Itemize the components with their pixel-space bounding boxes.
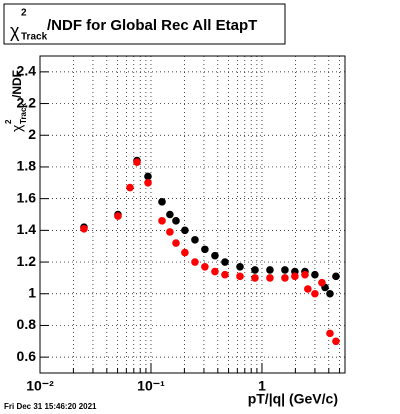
marker (201, 245, 209, 254)
title-sub: Track (21, 32, 48, 43)
marker (144, 179, 152, 187)
marker (211, 251, 219, 260)
y-tick-label: 0.8 (17, 316, 37, 332)
marker (311, 270, 319, 279)
marker (114, 212, 122, 220)
marker (211, 267, 219, 276)
x-axis-label: pT/|q| (GeV/c) (248, 391, 338, 407)
marker (311, 289, 319, 298)
y-tick-label: 2.4 (17, 63, 37, 79)
marker (144, 172, 152, 181)
marker (251, 266, 259, 274)
marker (326, 329, 334, 338)
marker (291, 272, 299, 281)
x-tick-label: 1 (258, 378, 266, 394)
marker (304, 285, 312, 293)
marker (126, 183, 134, 192)
marker (236, 272, 244, 281)
marker (221, 270, 229, 279)
ylabel-sub: Track (19, 103, 28, 124)
marker (332, 272, 340, 281)
marker (318, 278, 326, 287)
y-tick-label: 1.6 (17, 189, 37, 205)
frame (39, 55, 346, 374)
marker (301, 270, 309, 279)
marker (201, 263, 209, 271)
marker (166, 210, 174, 219)
plot-area: 0.6 0.8 1 1.2 1.4 1.6 1.8 2 2.2 2.4 10⁻² 10⁻¹ 1 (17, 56, 345, 394)
marker (326, 289, 334, 298)
y-tick-label: 0.6 (17, 348, 37, 364)
marker (181, 226, 189, 235)
marker (236, 263, 244, 271)
footer-date: Fri Dec 31 15:46:20 2021 (4, 402, 97, 411)
chart-title: /NDF for Global Rec All EtapT (47, 17, 257, 34)
marker (172, 217, 180, 225)
y-axis-label: χ 2 Track /NDF (4, 70, 28, 132)
title-box (3, 3, 286, 45)
y-tick-label: 1 (28, 284, 36, 300)
marker (281, 274, 289, 282)
marker (191, 258, 199, 266)
marker (332, 337, 340, 346)
ylabel-sup: 2 (4, 119, 13, 124)
marker (158, 198, 166, 206)
y-tick-label: 2 (28, 126, 36, 142)
marker (266, 266, 274, 274)
x-tick-label: 10⁻² (26, 378, 54, 394)
ylabel-text: /NDF (10, 70, 24, 98)
marker (191, 236, 199, 244)
y-tick-label: 1.2 (17, 253, 37, 269)
marker (133, 158, 141, 166)
title-symbol: χ (10, 21, 20, 41)
x-tick-label: 10⁻¹ (137, 378, 165, 394)
marker (166, 228, 174, 236)
marker (181, 248, 189, 257)
marker (251, 274, 259, 282)
ylabel-symbol: χ (9, 124, 25, 132)
title-sup: 2 (21, 8, 27, 19)
marker (281, 266, 289, 274)
marker (266, 274, 274, 282)
marker (221, 258, 229, 266)
y-tick-label: 1.8 (17, 158, 37, 174)
marker (158, 217, 166, 225)
marker (80, 224, 88, 233)
y-tick-label: 1.4 (17, 221, 37, 237)
marker (172, 239, 180, 247)
y-tick-label: 2.2 (17, 94, 37, 110)
